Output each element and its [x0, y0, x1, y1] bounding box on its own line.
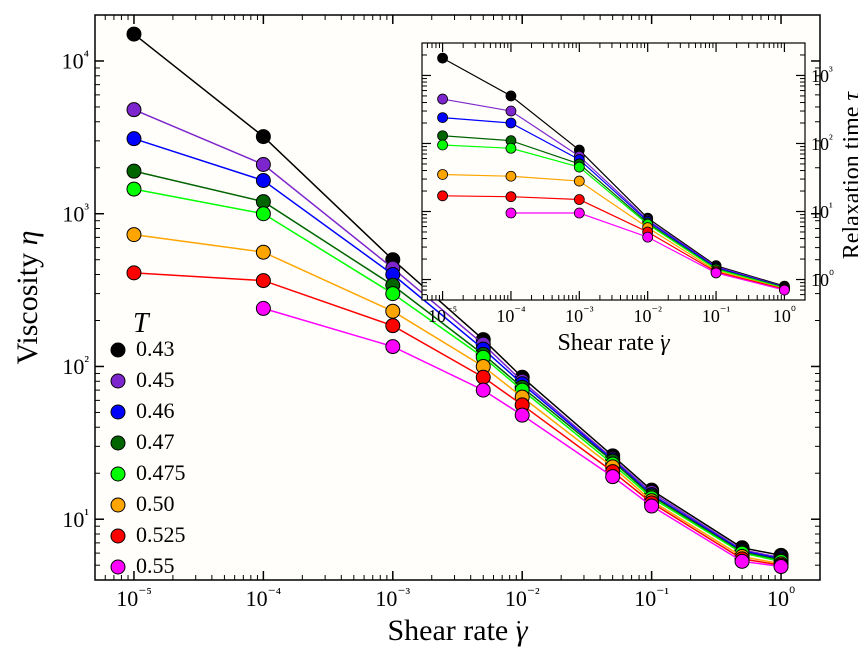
data-point [779, 285, 789, 295]
legend-item-label: 0.55 [136, 553, 175, 578]
y-tick-label: 10¹ [811, 200, 833, 222]
data-point [735, 554, 749, 568]
data-point [506, 91, 516, 101]
data-point [506, 143, 516, 153]
x-tick-label: 10⁰ [767, 585, 795, 612]
data-point [645, 499, 659, 513]
legend-item-label: 0.50 [136, 491, 175, 516]
x-tick-label: 10⁻⁴ [246, 585, 282, 612]
data-point [127, 103, 141, 117]
legend-item-label: 0.475 [136, 460, 186, 485]
data-point [506, 192, 516, 202]
legend: T0.43 0.45 0.46 0.47 0.475 0.50 0.525 0.55 [111, 308, 186, 578]
legend-item-label: 0.525 [136, 522, 186, 547]
y-tick-label: 10³ [811, 64, 833, 86]
data-point [711, 268, 721, 278]
legend-marker [111, 560, 125, 574]
data-point [506, 208, 516, 218]
x-tick-label: 10⁻³ [375, 585, 410, 612]
data-point [256, 174, 270, 188]
legend-title: T [133, 308, 151, 339]
data-point [438, 113, 448, 123]
data-point [438, 94, 448, 104]
data-point [506, 118, 516, 128]
data-point [127, 228, 141, 242]
x-tick-label: 10⁻¹ [634, 585, 669, 612]
data-point [574, 195, 584, 205]
y-tick-label: 10¹ [62, 505, 89, 532]
data-point [127, 266, 141, 280]
legend-marker [111, 467, 125, 481]
data-point [606, 470, 620, 484]
data-point [386, 304, 400, 318]
data-point [506, 171, 516, 181]
data-point [574, 176, 584, 186]
data-point [256, 274, 270, 288]
y-tick-label: 10² [811, 132, 833, 154]
data-point [256, 245, 270, 259]
data-point [774, 560, 788, 574]
data-point [438, 140, 448, 150]
legend-marker [111, 529, 125, 543]
legend-marker [111, 436, 125, 450]
data-point [438, 131, 448, 141]
legend-item-label: 0.45 [136, 367, 175, 392]
data-point [127, 132, 141, 146]
data-point [438, 191, 448, 201]
data-point [256, 158, 270, 172]
data-point [476, 383, 490, 397]
x-tick-label: 10⁻² [505, 585, 540, 612]
data-point [574, 208, 584, 218]
data-point [438, 169, 448, 179]
x-tick-label: 10⁻⁵ [116, 585, 152, 612]
data-point [506, 106, 516, 116]
y-tick-label: 10⁴ [62, 47, 89, 74]
y-axis-label: Relaxation time τα [839, 83, 858, 259]
data-point [127, 164, 141, 178]
data-point [643, 232, 653, 242]
chart-svg: 10⁻⁵10⁻⁴10⁻³10⁻²10⁻¹10⁰10¹10²10³10⁴Shear… [0, 0, 858, 655]
y-tick-label: 10² [62, 353, 89, 380]
data-point [256, 207, 270, 221]
data-point [127, 27, 141, 41]
legend-marker [111, 343, 125, 357]
data-point [256, 130, 270, 144]
y-tick-label: 10⁰ [811, 268, 834, 290]
data-point [438, 53, 448, 63]
y-axis-label: Viscosity η [11, 231, 44, 365]
legend-item-label: 0.43 [136, 336, 175, 361]
legend-item-label: 0.47 [136, 429, 175, 454]
data-point [476, 370, 490, 384]
legend-marker [111, 405, 125, 419]
data-point [256, 301, 270, 315]
data-point [386, 319, 400, 333]
data-point [386, 340, 400, 354]
data-point [515, 408, 529, 422]
legend-marker [111, 498, 125, 512]
legend-item-label: 0.46 [136, 398, 175, 423]
y-tick-label: 10³ [62, 200, 89, 227]
data-point [127, 182, 141, 196]
data-point [386, 287, 400, 301]
chart-container: 10⁻⁵10⁻⁴10⁻³10⁻²10⁻¹10⁰10¹10²10³10⁴Shear… [0, 0, 858, 655]
legend-marker [111, 374, 125, 388]
data-point [574, 162, 584, 172]
